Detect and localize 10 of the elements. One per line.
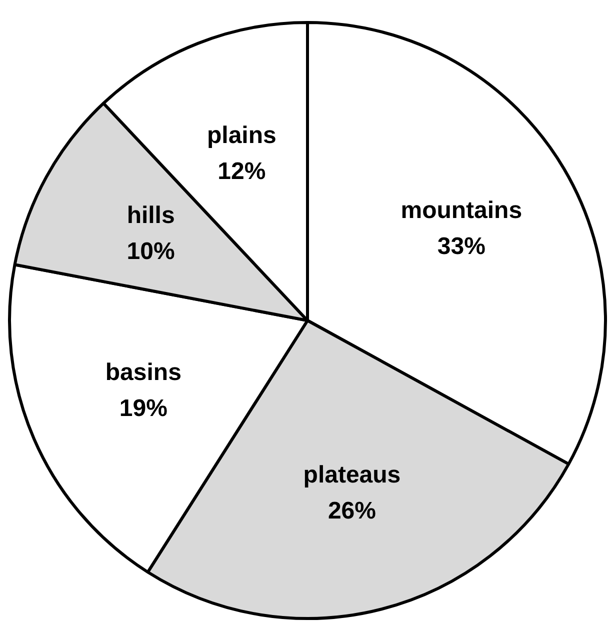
data-label: 12% [218,158,266,185]
slice-label: plateaus [303,461,401,488]
data-label: 26% [328,497,376,524]
data-label: 19% [119,395,168,422]
data-label: 33% [437,233,486,260]
slice-label: mountains [400,197,522,224]
slice-label: plains [207,122,276,149]
data-label: 10% [126,238,175,265]
slice-label: basins [105,359,182,386]
slice-label: hills [126,202,175,229]
